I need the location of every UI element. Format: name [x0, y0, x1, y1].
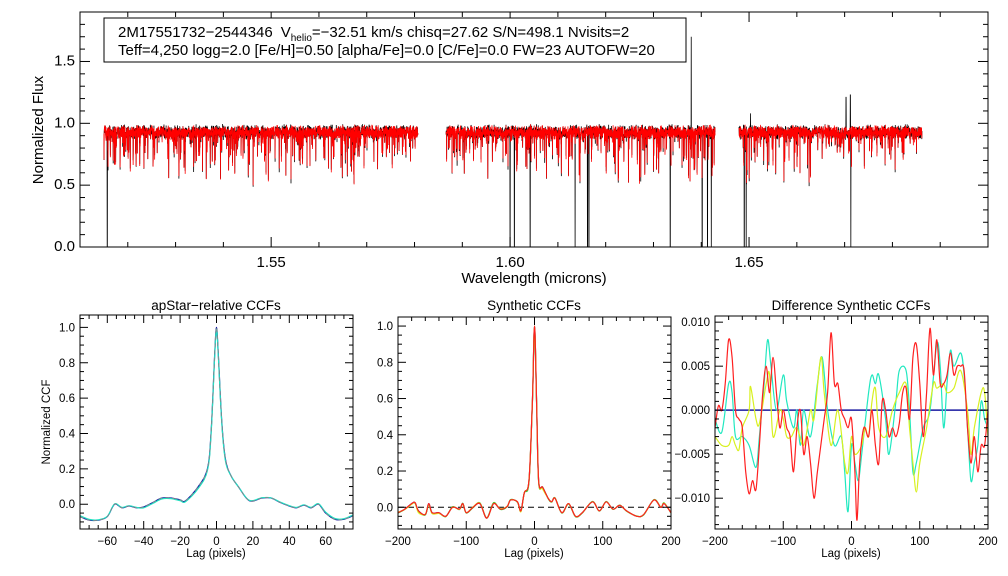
synthetic-ccf-panel: −200 −100 0 100 200 0.0 0.2 0.4 0.6 0.8 1.0: [377, 316, 681, 548]
spectrum-y-axis-label: Normalized Flux: [30, 75, 47, 184]
plot-frame: [79, 11, 989, 248]
y-tick-label: 0.2: [59, 464, 75, 476]
y-tick-label: 1.0: [59, 322, 75, 334]
spectrum-panel: 1.55 1.60 1.65 0.0 0.5 1.0 1.5: [54, 11, 989, 271]
x-tick-label: −200: [385, 536, 411, 548]
x-tick-label: 0: [531, 536, 537, 548]
x-tick-label: 0: [213, 536, 219, 548]
y-tick-label: 0.0: [54, 238, 75, 255]
ccf-line: [398, 327, 671, 519]
plot-frame: [79, 314, 354, 530]
model-spectrum-line: [103, 123, 923, 186]
x-tick-label: 1.60: [496, 254, 525, 271]
spectrum-annotation-box: 2M17551732−2544346 Vhelio=−32.51 km/s chi…: [103, 17, 687, 63]
y-tick-label: 1.0: [377, 321, 393, 333]
annotation-line-1-values: =−32.51 km/s chisq=27.62 S/N=498.1 Nvisi…: [312, 24, 629, 41]
y-tick-label: −0.010: [675, 493, 711, 505]
ccf-line: [398, 325, 671, 519]
apstar-ccf-panel: −60 −40 −20 0 20 40 60 0.0 0.2 0.4 0.6 0.8 1.0: [59, 314, 354, 548]
x-tick-label: −40: [134, 536, 154, 548]
y-tick-label: 0.6: [377, 394, 393, 406]
y-tick-label: 1.0: [54, 114, 75, 131]
x-tick-label: 200: [661, 536, 680, 548]
x-tick-label: −100: [770, 536, 796, 548]
series-visit-2: [398, 327, 671, 519]
ccf-line: [80, 328, 353, 521]
x-tick-label: 1.65: [734, 254, 763, 271]
ccf-line: [398, 325, 671, 519]
ccf-mean-dashed-line: [80, 326, 353, 521]
plot-frame: [397, 316, 672, 530]
x-tick-label: −200: [702, 536, 728, 548]
y-tick-label: 0.8: [377, 357, 393, 369]
ccf-line: [715, 338, 988, 513]
ccf3-title: Difference Synthetic CCFs: [772, 298, 931, 313]
series-visit-3: [398, 325, 671, 519]
y-tick-label: 0.000: [681, 405, 710, 417]
spectrum-x-axis-label: Wavelength (microns): [461, 270, 606, 287]
series-visit-1: [80, 326, 353, 522]
axes: [79, 11, 989, 248]
y-tick-label: 0.0: [59, 499, 75, 511]
ccf-line: [398, 325, 671, 519]
series-visit-1-diff: [715, 327, 988, 521]
plot-frame: [714, 315, 989, 530]
y-tick-label: 0.5: [54, 176, 75, 193]
x-tick-label: 20: [247, 536, 260, 548]
y-tick-label: 0.4: [59, 428, 76, 440]
y-tick-label: 0.010: [681, 317, 710, 329]
y-tick-label: 1.5: [54, 52, 75, 69]
ccf2-title: Synthetic CCFs: [487, 298, 581, 313]
x-tick-label: 1.55: [257, 254, 286, 271]
y-tick-label: 0.6: [59, 393, 75, 405]
ccf3-x-axis-label: Lag (pixels): [821, 548, 881, 560]
difference-ccf-panel: −200 −100 0 100 200 −0.010 −0.005 0.000 0.005 0.0…: [675, 315, 998, 548]
vhelio-subscript: helio: [291, 33, 313, 44]
ccf1-y-axis-label: Normalized CCF: [41, 380, 53, 465]
axes: [397, 316, 672, 530]
y-tick-label: 0.005: [681, 361, 710, 373]
series-visit-1: [398, 325, 671, 519]
axes: [714, 315, 989, 530]
vhelio-label: V: [281, 24, 291, 41]
x-tick-label: 0: [848, 536, 854, 548]
ccf2-x-axis-label: Lag (pixels): [504, 548, 564, 560]
x-tick-label: −60: [98, 536, 118, 548]
y-tick-label: −0.005: [675, 449, 711, 461]
x-tick-label: 100: [593, 536, 612, 548]
annotation-line-1: 2M17551732−2544346 Vhelio=−32.51 km/s chi…: [118, 24, 629, 44]
annotation-line-2: Teff=4,250 logg=2.0 [Fe/H]=0.50 [alpha/F…: [118, 42, 655, 59]
y-tick-label: 0.4: [377, 430, 394, 442]
y-tick-label: 0.2: [377, 466, 393, 478]
ccf-line: [80, 326, 353, 522]
ccf-line: [715, 356, 988, 493]
series-combined: [398, 325, 671, 519]
series-visit-2: [80, 328, 353, 521]
x-tick-label: 100: [910, 536, 929, 548]
x-tick-label: 60: [319, 536, 332, 548]
x-tick-label: 200: [978, 536, 997, 548]
star-id: 2M17551732−2544346: [118, 24, 273, 41]
ccf1-x-axis-label: Lag (pixels): [186, 548, 246, 560]
axes: [79, 314, 354, 530]
y-tick-label: 0.0: [377, 502, 393, 514]
ccf-line: [715, 327, 988, 521]
x-tick-label: 40: [283, 536, 296, 548]
x-tick-label: −20: [170, 536, 190, 548]
y-tick-label: 0.8: [59, 358, 75, 370]
ccf1-title: apStar−relative CCFs: [151, 298, 281, 313]
x-tick-label: −100: [453, 536, 479, 548]
